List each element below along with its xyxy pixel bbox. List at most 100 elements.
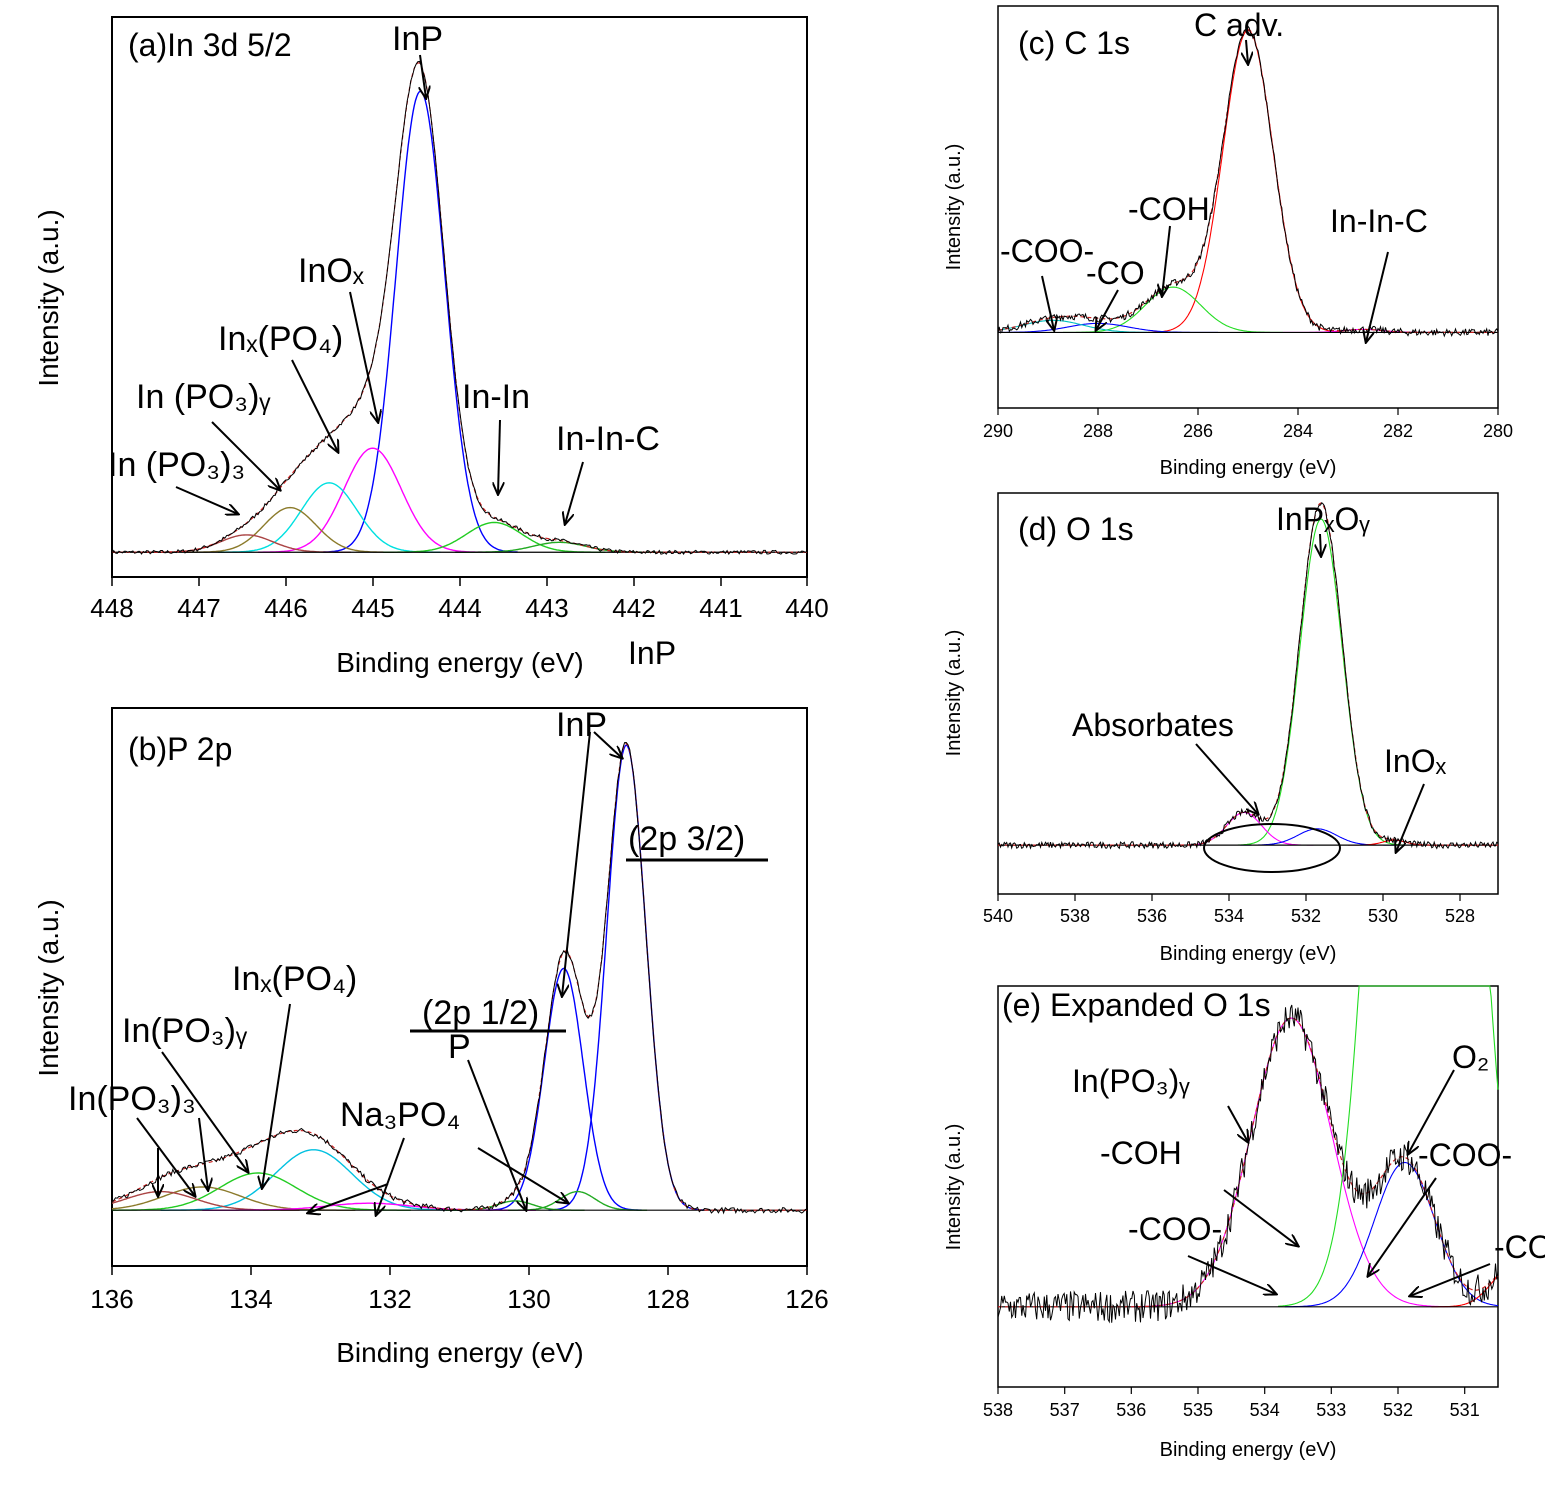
annotation-label: O₂	[1452, 1039, 1489, 1075]
annotation-arrow	[593, 731, 622, 758]
panel-b-tick-label: 126	[785, 1284, 828, 1314]
raw-data-curve	[111, 741, 808, 1215]
panel-d-x-axis-label: Binding energy (eV)	[1160, 943, 1337, 965]
panel-c-annotations: C adv. -COH -CO -COO- In-In-C	[1000, 7, 1428, 342]
annotation-arrow	[1320, 533, 1321, 556]
panel-d-tick-label: 532	[1291, 906, 1321, 926]
annotation-arrow	[198, 1117, 208, 1190]
annotation-label: -COH	[1128, 191, 1210, 227]
panel-c: 290 288 286 284 282 280 Binding energy (…	[943, 5, 1513, 479]
raw-data-curve	[997, 1004, 1499, 1324]
annotation-label: In(PO₃)ᵧ	[1072, 1063, 1190, 1099]
panel-a-curves	[111, 60, 808, 556]
panel-d-plot-frame	[997, 492, 1499, 895]
annotation-label: InP	[392, 20, 443, 58]
annotation-label: In-In	[462, 378, 530, 416]
panel-b-tick-label: 134	[229, 1284, 272, 1314]
panel-d-tick-label: 530	[1368, 906, 1398, 926]
panel-c-tick-label: 286	[1183, 421, 1213, 441]
panel-d-tick-label: 540	[983, 906, 1013, 926]
component-peak-curve	[323, 90, 518, 553]
panel-a-tick-label: 446	[264, 593, 307, 623]
annotation-arrow	[211, 421, 280, 490]
annotation-arrow	[1162, 225, 1171, 296]
panel-b: 136 134 132 130 128 126 Binding energy (…	[33, 706, 829, 1368]
panel-b-annotations: InP (2p 3/2) (2p 1/2) P Inₓ(PO₄) In(PO₃)…	[68, 706, 768, 1215]
panel-e-annotations: In(PO₃)ᵧ O₂ -COO- -COH -COO- -CO	[1072, 1039, 1545, 1296]
annotation-arrow	[262, 1003, 291, 1188]
component-peak-curve	[1174, 811, 1314, 846]
component-peak-curve	[1431, 1275, 1499, 1308]
panel-a-y-axis-label: Intensity (a.u.)	[33, 209, 64, 386]
panel-b-tick-label: 136	[90, 1284, 133, 1314]
annotation-arrow	[1223, 1189, 1298, 1246]
annotation-label: Inₓ(PO₄)	[218, 320, 343, 358]
annotation-label: In(PO₃)ᵧ	[122, 1012, 248, 1050]
component-peak-curve	[185, 506, 395, 553]
annotation-label: -COH	[1100, 1135, 1182, 1171]
panel-d-tick-label: 536	[1137, 906, 1167, 926]
panel-c-tick-label: 280	[1483, 421, 1513, 441]
raw-data-curve	[997, 502, 1499, 850]
annotation-arrow	[1396, 783, 1425, 852]
annotation-label: InOₓ	[1384, 743, 1447, 779]
annotation-label: -COO-	[1418, 1137, 1512, 1173]
annotation-label: -CO	[1086, 255, 1145, 291]
panel-b-title: (b)P 2p	[128, 731, 232, 767]
annotation-arrow	[467, 1059, 526, 1210]
panel-d-title: (d) O 1s	[1018, 511, 1134, 547]
annotation-arrow	[420, 54, 426, 98]
panel-a-tick-label: 447	[177, 593, 220, 623]
annotation-arrow	[376, 1137, 405, 1215]
panel-e-tick-label: 535	[1183, 1400, 1213, 1420]
component-peak-curve	[142, 534, 351, 553]
annotation-arrow	[1368, 1177, 1437, 1276]
panel-c-x-axis-label: Binding energy (eV)	[1160, 457, 1337, 479]
annotation-label: Inₓ(PO₄)	[232, 960, 357, 998]
annotation-label: In-In-C	[1330, 203, 1428, 239]
panel-a-extra-label: InP	[628, 635, 676, 671]
panel-e-x-axis-label: Binding energy (eV)	[1160, 1439, 1337, 1461]
panel-a-tick-label: 443	[525, 593, 568, 623]
annotation-arrow	[1041, 275, 1054, 330]
panel-a-tick-label: 440	[785, 593, 828, 623]
envelope-curve	[112, 62, 807, 553]
annotation-label: In(PO₃)₃	[68, 1080, 196, 1118]
annotation-arrow	[291, 359, 338, 452]
panel-b-ticks	[111, 1266, 808, 1275]
panel-a-ticks	[111, 577, 808, 586]
panel-d-tick-label: 534	[1214, 906, 1244, 926]
component-peak-curve	[508, 1190, 648, 1211]
annotation-label: C adv.	[1194, 7, 1284, 43]
annotation-arrow	[1195, 743, 1258, 814]
panel-b-x-axis-label: Binding energy (eV)	[336, 1337, 583, 1368]
annotation-label: Absorbates	[1072, 707, 1234, 743]
panel-a-annotations: InP InOₓ Inₓ(PO₄) In (PO₃)ᵧ In (PO₃)₃ In…	[108, 20, 660, 524]
panel-b-y-axis-label: Intensity (a.u.)	[33, 899, 64, 1076]
annotation-label: InPₓOᵧ	[1276, 501, 1370, 537]
panel-a-plot-frame	[111, 16, 808, 578]
component-peak-curve	[485, 967, 642, 1211]
raw-data-curve	[111, 60, 808, 556]
component-peak-curve	[218, 482, 441, 553]
annotation-label: InOₓ	[298, 252, 365, 290]
panel-e-title: (e) Expanded O 1s	[1002, 987, 1271, 1023]
annotation-label: -CO	[1494, 1229, 1545, 1265]
panel-a-tick-label: 442	[612, 593, 655, 623]
panel-c-tick-label: 288	[1083, 421, 1113, 441]
component-peak-curve	[383, 521, 606, 553]
panel-b-plot-frame	[111, 707, 808, 1267]
component-peak-curve	[258, 447, 488, 553]
panel-d-tick-label: 538	[1060, 906, 1090, 926]
annotation-label: P	[448, 1028, 471, 1066]
panel-c-ticks	[997, 408, 1499, 415]
annotation-label: (2p 3/2)	[628, 820, 745, 858]
annotation-arrow	[175, 486, 238, 514]
panel-a-tick-label: 441	[699, 593, 742, 623]
component-peak-curve	[1236, 518, 1406, 846]
panel-e-tick-label: 536	[1116, 1400, 1146, 1420]
component-peak-curve	[111, 1190, 300, 1211]
absorbates-ellipse	[1203, 823, 1341, 873]
annotation-arrow	[1187, 1255, 1276, 1294]
annotation-arrow	[562, 731, 591, 996]
